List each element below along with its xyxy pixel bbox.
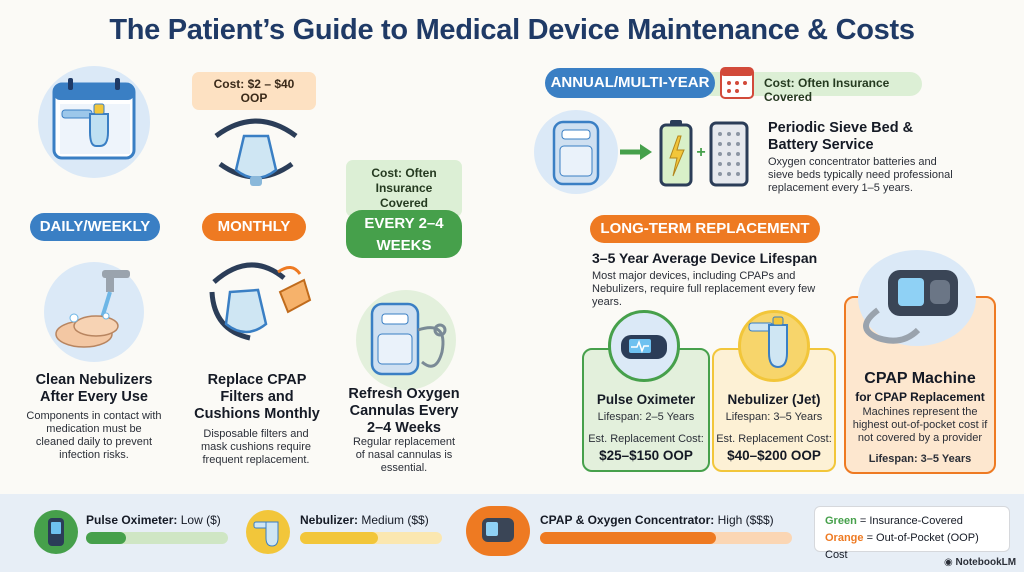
daily-heading: Clean Nebulizers After Every Use xyxy=(35,372,153,405)
nebulizer-cost-value: Medium ($$) xyxy=(361,513,429,527)
oximeter-cost-value: Low ($) xyxy=(180,513,221,527)
weeks-cost-badge: Cost: Often Insurance Covered xyxy=(346,160,462,217)
annual-cost: Cost: Often Insurance Covered xyxy=(764,76,890,104)
battery-icon xyxy=(658,118,694,188)
brand-watermark: ◉ NotebookLM xyxy=(944,557,1024,568)
nebulizer-illustration xyxy=(738,310,810,382)
cpap-lifespan: Lifespan: 3–5 Years xyxy=(868,453,972,465)
plus-icon: + xyxy=(696,144,706,161)
cpap-cost-level: CPAP & Oxygen Concentrator: High ($$$) xyxy=(540,513,780,527)
nebulizer-cost-label: Est. Replacement Cost: xyxy=(716,433,832,445)
oximeter-illustration xyxy=(608,310,680,382)
cpap-cost-bar xyxy=(540,532,792,544)
color-legend: Green = Insurance-Covered Orange = Out-o… xyxy=(814,506,1010,561)
jet-nebulizer-icon xyxy=(748,316,788,369)
cpap-cost-value: High ($$$) xyxy=(717,513,774,527)
nebulizer-cost-fill xyxy=(300,532,379,544)
legend-green-word: Green xyxy=(825,515,857,527)
concentrator-illustration xyxy=(534,110,618,194)
cpap-mask-illustration xyxy=(206,106,306,198)
cpap-illustration xyxy=(858,250,976,346)
oxygen-concentrator-icon xyxy=(370,302,447,376)
cpap-machine-icon xyxy=(863,270,958,344)
cpap-title: CPAP Machine xyxy=(864,370,976,387)
legend-orange-word: Orange xyxy=(825,532,864,544)
brand-name: NotebookLM xyxy=(955,557,1017,568)
nebulizer-cost-level: Nebulizer: Medium ($$) xyxy=(300,513,490,527)
cpap-cost-fill xyxy=(540,532,717,544)
monthly-heading: Replace CPAP Filters and Cushions Monthl… xyxy=(194,372,320,422)
monthly-cost-badge: Cost: $2 – $40 OOP xyxy=(192,72,316,110)
oximeter-cost-fill xyxy=(86,532,126,544)
oximeter-footer-icon xyxy=(34,510,78,554)
cpap-footer-icon xyxy=(466,506,530,556)
cpap-subtitle: for CPAP Replacement xyxy=(855,390,985,404)
oximeter-cost-label: Est. Replacement Cost: xyxy=(588,433,704,445)
nebulizer-footer-icon xyxy=(246,510,290,554)
longterm-label: LONG-TERM REPLACEMENT xyxy=(590,215,820,243)
cpap-desc: Machines represent the highest out-of-po… xyxy=(852,406,988,444)
arrow-right-icon xyxy=(618,142,654,162)
cpap-cost-name: CPAP & Oxygen Concentrator: xyxy=(540,513,715,527)
calendar-illustration xyxy=(38,66,150,178)
legend-green-row: Green = Insurance-Covered xyxy=(825,513,999,530)
concentrator-device-icon xyxy=(552,120,600,186)
legend-orange-text: = Out-of-Pocket (OOP) Cost xyxy=(825,532,979,561)
nebulizer-lifespan: Lifespan: 3–5 Years xyxy=(725,411,823,423)
weeks-heading: Refresh Oxygen Cannulas Every 2–4 Weeks xyxy=(348,386,460,436)
nebulizer-cost-name: Nebulizer: xyxy=(300,513,359,527)
oximeter-title: Pulse Oximeter xyxy=(596,392,696,407)
legend-green-text: = Insurance-Covered xyxy=(856,515,963,527)
monthly-desc: Disposable filters and mask cushions req… xyxy=(200,428,312,466)
oximeter-cost-level: Pulse Oximeter: Low ($) xyxy=(86,513,266,527)
nebulizer-cost: $40–$200 OOP xyxy=(727,448,821,463)
nebulizer-title: Nebulizer (Jet) xyxy=(727,392,821,407)
daily-weekly-label: DAILY/WEEKLY xyxy=(30,213,160,241)
annual-label: ANNUAL/MULTI-YEAR xyxy=(545,68,715,98)
oximeter-cost-bar xyxy=(86,532,228,544)
oxygen-cannula-illustration xyxy=(356,290,456,390)
sieve-bed-icon xyxy=(708,120,750,188)
legend-orange-row: Orange = Out-of-Pocket (OOP) Cost xyxy=(825,530,999,564)
daily-desc: Components in contact with medication mu… xyxy=(26,410,162,461)
mask-filter-icon xyxy=(209,262,312,341)
cpap-filter-illustration xyxy=(200,252,316,352)
handwash-illustration xyxy=(44,262,144,362)
longterm-heading: 3–5 Year Average Device Lifespan xyxy=(592,250,818,266)
notebooklm-logo-icon: ◉ xyxy=(944,557,956,568)
oximeter-cost: $25–$150 OOP xyxy=(599,448,693,463)
annual-heading: Periodic Sieve Bed & Battery Service xyxy=(768,120,914,153)
weeks-label: EVERY 2–4 WEEKS xyxy=(346,210,462,258)
oximeter-lifespan: Lifespan: 2–5 Years xyxy=(597,411,695,423)
annual-desc: Oxygen concentrator batteries and sieve … xyxy=(768,156,953,194)
oximeter-cost-name: Pulse Oximeter: xyxy=(86,513,178,527)
monthly-label: MONTHLY xyxy=(202,213,306,241)
longterm-desc: Most major devices, including CPAPs and … xyxy=(592,270,816,308)
annual-calendar-icon xyxy=(718,62,756,102)
weeks-desc: Regular replacement of nasal cannulas is… xyxy=(352,436,456,474)
nebulizer-cost-bar xyxy=(300,532,442,544)
cpap-mask-icon xyxy=(214,118,298,186)
faucet-hands-icon xyxy=(55,270,130,348)
calendar-nebulizer-icon xyxy=(52,78,136,160)
page-title: The Patient’s Guide to Medical Device Ma… xyxy=(109,14,915,46)
pulse-oximeter-icon xyxy=(621,335,667,359)
